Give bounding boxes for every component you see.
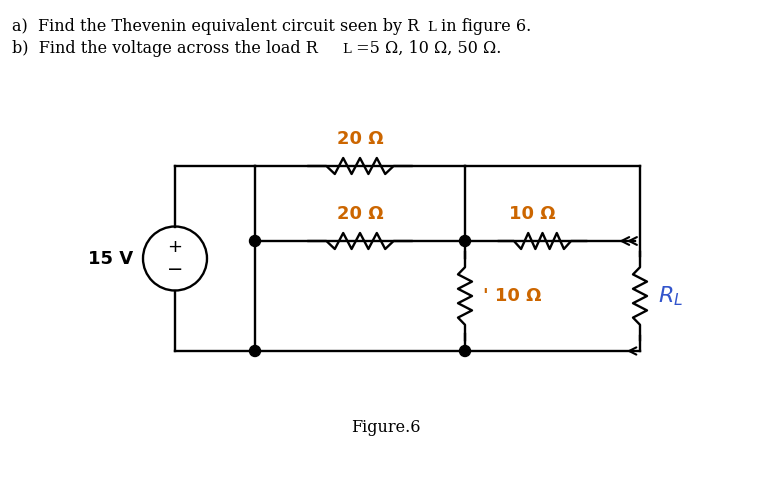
Text: 15 V: 15 V: [88, 249, 133, 267]
Circle shape: [459, 236, 471, 247]
Text: =5 Ω, 10 Ω, 50 Ω.: =5 Ω, 10 Ω, 50 Ω.: [351, 40, 502, 57]
Text: Figure.6: Figure.6: [351, 420, 421, 436]
Text: +: +: [168, 239, 182, 256]
Circle shape: [250, 236, 261, 247]
Circle shape: [459, 346, 471, 357]
Circle shape: [250, 346, 261, 357]
Text: b)  Find the voltage across the load R: b) Find the voltage across the load R: [12, 40, 318, 57]
Text: $\mathit{R_L}$: $\mathit{R_L}$: [658, 284, 683, 308]
Text: a)  Find the Thevenin equivalent circuit seen by R: a) Find the Thevenin equivalent circuit …: [12, 18, 419, 35]
Text: 20 Ω: 20 Ω: [337, 130, 383, 148]
Text: 10 Ω: 10 Ω: [509, 205, 556, 223]
Text: −: −: [167, 260, 183, 279]
Text: ' 10 Ω: ' 10 Ω: [483, 287, 542, 305]
Text: in figure 6.: in figure 6.: [436, 18, 531, 35]
Text: 20 Ω: 20 Ω: [337, 205, 383, 223]
Text: L: L: [427, 21, 436, 34]
Text: L: L: [342, 43, 351, 56]
